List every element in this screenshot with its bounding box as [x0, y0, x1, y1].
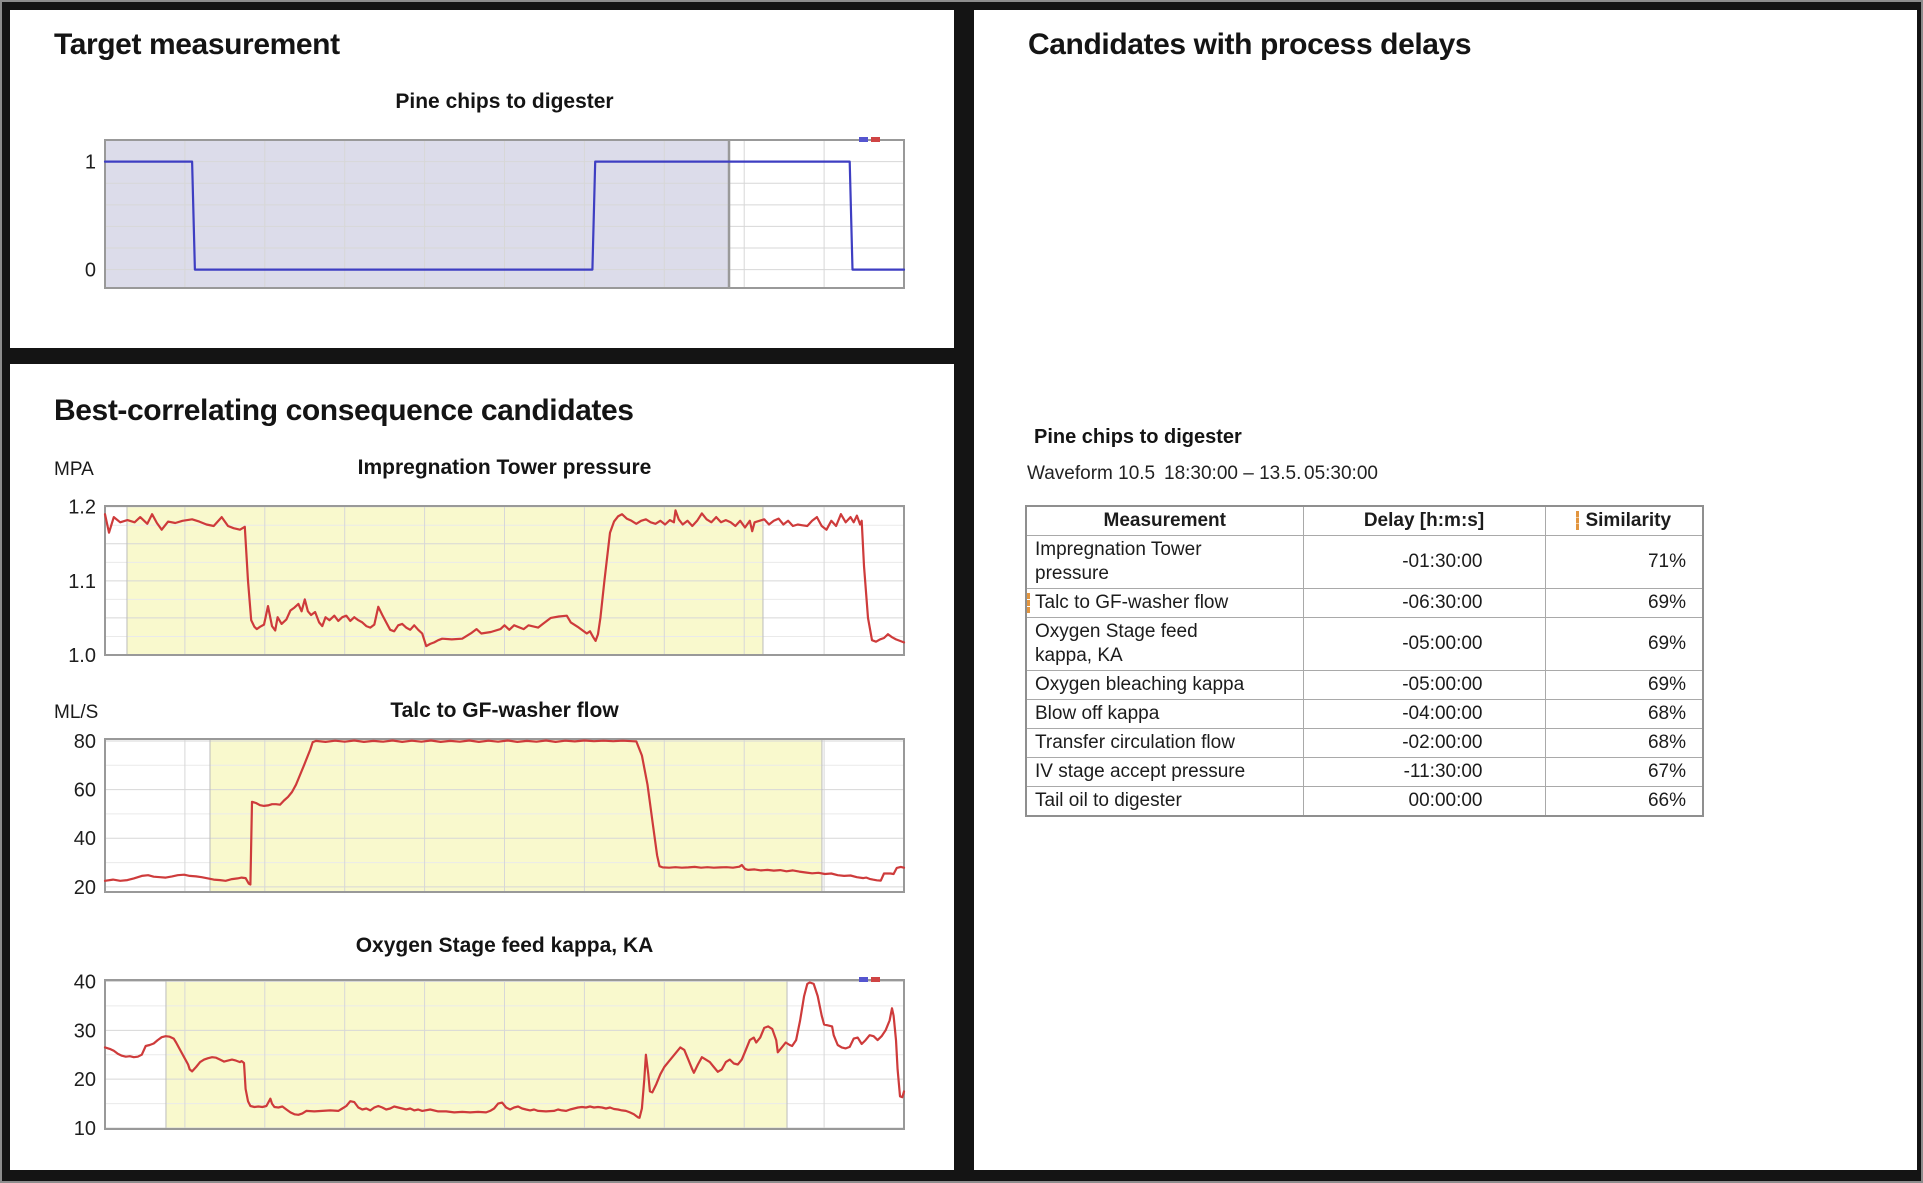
y-tick-label: 20 [74, 877, 96, 899]
measurement-cell: Tail oil to digester [1025, 786, 1304, 817]
y-axis-unit-label: ML/S [54, 702, 99, 723]
y-tick-label: 40 [74, 828, 96, 850]
oxy-series-line [103, 981, 906, 1119]
similarity-cell: 68% [1544, 699, 1704, 729]
panel-title: Candidates with process delays [1028, 28, 1472, 61]
y-tick-label: 0 [85, 260, 96, 282]
delay-cell: 00:00:00 [1302, 786, 1546, 817]
delay-table-body: Impregnation Tower pressure -01:30:00 71% T… [1025, 535, 1704, 817]
measurement-cell: IV stage accept pressure [1025, 757, 1304, 787]
target-highlight-region [105, 140, 730, 288]
sort-indicator-icon [1576, 511, 1580, 530]
selected-measurement-label: Pine chips to digester [1034, 426, 1242, 448]
talc-highlight-region [209, 739, 822, 892]
column-header-similarity[interactable]: Similarity [1544, 505, 1704, 536]
panel-title: Target measurement [54, 28, 340, 61]
corner-mark-blue [859, 977, 868, 982]
chart-title-talc: Talc to GF-washer flow [390, 699, 619, 722]
measurement-cell: Impregnation Tower pressure [1025, 535, 1304, 589]
similarity-cell: 69% [1544, 617, 1704, 671]
column-header-delay-h-m-s-[interactable]: Delay [h:m:s] [1302, 505, 1546, 536]
chart-title-impregnation: Impregnation Tower pressure [357, 456, 652, 479]
talc-series-line [103, 739, 906, 886]
y-tick-label: 10 [74, 1118, 96, 1140]
oxy-plot-frame [104, 979, 905, 1130]
y-tick-label: 1.0 [68, 645, 96, 667]
y-axis-unit-label: MPA [54, 459, 94, 480]
y-tick-label: 40 [74, 971, 96, 993]
row-marker-icon [1027, 593, 1030, 613]
table-row[interactable]: Oxygen Stage feed kappa, KA -05:00:00 69% [1025, 617, 1704, 671]
target-waveform-chart[interactable]: 10 [10, 10, 954, 348]
corner-mark-red [871, 137, 880, 142]
delay-table: Measurement Delay [h:m:s] Similarity Impre… [1025, 505, 1704, 817]
table-row[interactable]: Impregnation Tower pressure -01:30:00 71% [1025, 535, 1704, 589]
imp-series-line [103, 509, 906, 648]
y-tick-label: 1.2 [68, 497, 96, 519]
measurement-cell: Oxygen bleaching kappa [1025, 670, 1304, 700]
table-row[interactable]: Blow off kappa -04:00:00 68% [1025, 699, 1704, 729]
similarity-cell: 66% [1544, 786, 1704, 817]
y-tick-label: 30 [74, 1020, 96, 1042]
delay-cell: -04:00:00 [1302, 699, 1546, 729]
delay-cell: -02:00:00 [1302, 728, 1546, 758]
delay-cell: -05:00:00 [1302, 670, 1546, 700]
table-row[interactable]: Talc to GF-washer flow -06:30:00 69% [1025, 588, 1704, 618]
y-tick-label: 60 [74, 780, 96, 802]
measurement-cell: Transfer circulation flow [1025, 728, 1304, 758]
delay-cell: -05:00:00 [1302, 617, 1546, 671]
delay-cell: -06:30:00 [1302, 588, 1546, 618]
imp-plot-frame [104, 505, 905, 656]
measurement-cell: Talc to GF-washer flow [1025, 588, 1304, 618]
candidate-charts[interactable]: 1.2 1.1 1.0 80 60 40 20 40 30 20 10 [10, 364, 954, 1170]
chart-title-pine-chips: Pine chips to digester [395, 90, 614, 113]
column-header-measurement[interactable]: Measurement [1025, 505, 1304, 536]
target-series-line [103, 160, 906, 271]
waveform-label: Waveform 10.5 [1027, 463, 1156, 484]
corner-mark-blue [859, 137, 868, 142]
target-plot-frame [104, 139, 905, 289]
similarity-cell: 67% [1544, 757, 1704, 787]
y-tick-label: 1 [85, 152, 96, 174]
chart-title-oxygen-kappa: Oxygen Stage feed kappa, KA [355, 934, 654, 957]
table-row[interactable]: Oxygen bleaching kappa -05:00:00 69% [1025, 670, 1704, 700]
waveform-range-start: 18:30:00 – 13.5. [1164, 463, 1302, 484]
similarity-cell: 69% [1544, 670, 1704, 700]
panel-title: Best-correlating consequence candidates [54, 394, 634, 427]
similarity-cell: 69% [1544, 588, 1704, 618]
delay-table-header-row: Measurement Delay [h:m:s] Similarity [1025, 505, 1704, 536]
process-delays-panel: Candidates with process delays Pine chip… [974, 10, 1917, 1170]
similarity-cell: 68% [1544, 728, 1704, 758]
delay-cell: -01:30:00 [1302, 535, 1546, 589]
waveform-range-end: 05:30:00 [1304, 463, 1378, 484]
corner-mark-red [871, 977, 880, 982]
consequence-candidates-panel: Best-correlating consequence candidates … [10, 364, 954, 1170]
measurement-cell: Oxygen Stage feed kappa, KA [1025, 617, 1304, 671]
y-tick-label: 20 [74, 1069, 96, 1091]
y-tick-label: 1.1 [68, 571, 96, 593]
measurement-cell: Blow off kappa [1025, 699, 1304, 729]
table-row[interactable]: IV stage accept pressure -11:30:00 67% [1025, 757, 1704, 787]
y-tick-label: 80 [74, 731, 96, 753]
similarity-cell: 71% [1544, 535, 1704, 589]
talc-plot-frame [104, 738, 905, 893]
table-row[interactable]: Tail oil to digester 00:00:00 66% [1025, 786, 1704, 817]
delay-cell: -11:30:00 [1302, 757, 1546, 787]
target-measurement-panel: Target measurement Pine chips to digeste… [10, 10, 954, 348]
table-row[interactable]: Transfer circulation flow -02:00:00 68% [1025, 728, 1704, 758]
